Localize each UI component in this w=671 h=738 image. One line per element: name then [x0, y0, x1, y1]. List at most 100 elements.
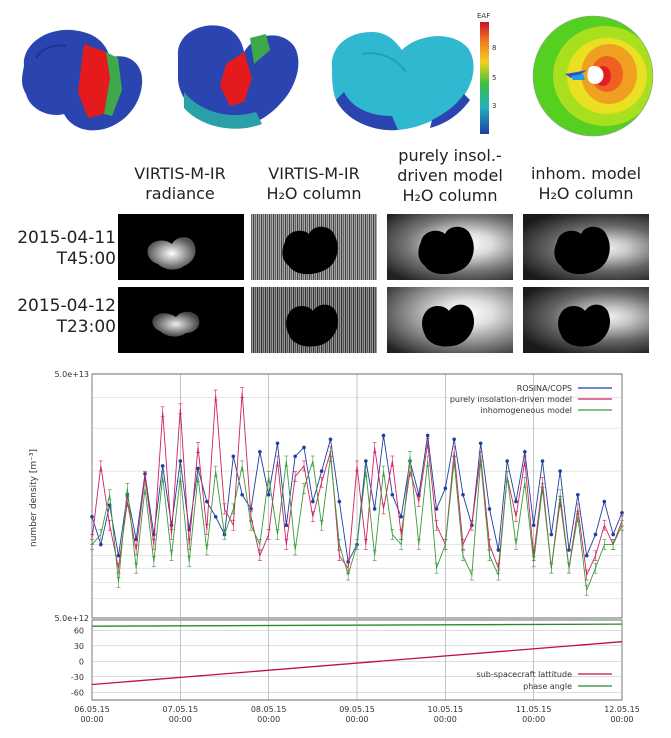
inhom-model-image-row1 [523, 214, 649, 280]
data-point [478, 441, 483, 446]
x-tick-label: 00:00 [522, 715, 545, 724]
data-point [399, 514, 403, 519]
data-point [213, 514, 218, 519]
x-tick-label: 00:00 [169, 715, 192, 724]
data-point [434, 507, 439, 511]
data-point [311, 499, 315, 504]
row-label-date-1: 2015-04-11 T45:00 [17, 228, 116, 269]
legend-label: sub-spacecraft lattitude [477, 670, 573, 679]
data-point [293, 454, 297, 459]
radiance-image-row1 [118, 214, 244, 280]
x-tick-label: 00:00 [257, 715, 280, 724]
h2o-column-image-row2 [251, 287, 377, 353]
data-point [496, 548, 501, 552]
data-point [328, 437, 333, 442]
data-point [178, 459, 183, 463]
x-tick-label: 11.05.15 [516, 705, 552, 714]
data-point [567, 548, 571, 552]
x-tick-label: 06.05.15 [74, 705, 110, 714]
data-point [205, 499, 209, 504]
data-point [505, 459, 509, 463]
y-tick-label: 5.0e+12 [54, 614, 89, 623]
data-point [531, 523, 536, 528]
data-point [337, 499, 342, 504]
data-point [540, 459, 545, 463]
data-point [602, 499, 607, 504]
data-point [620, 510, 624, 515]
column-header-radiance: VIRTIS-M-IR radiance [134, 164, 226, 203]
data-point [558, 469, 562, 473]
data-point [90, 514, 94, 519]
colorbar-tick-label: 8 [492, 44, 497, 52]
y-tick-label: 60 [74, 626, 84, 635]
column-header-inhom-model: inhom. model H₂O column [530, 164, 642, 203]
y-axis-label: number density [m⁻³] [29, 449, 39, 547]
insol-model-image-row2 [387, 287, 513, 353]
data-point [319, 469, 324, 473]
column-header-h2o-column: VIRTIS-M-IR H₂O column [266, 164, 362, 203]
x-tick-label: 00:00 [610, 715, 633, 724]
data-point [266, 492, 271, 497]
colorbar-tick-label: 5 [492, 74, 497, 82]
comet-shape-model-2 [170, 16, 306, 134]
data-point [390, 492, 395, 497]
data-point [381, 433, 386, 438]
data-point [372, 507, 377, 511]
colorbar-tick-label: 3 [492, 102, 497, 110]
data-point [514, 499, 518, 504]
data-point [160, 464, 165, 468]
circular-density-map [531, 14, 655, 138]
time-series-plot: 5.0e+125.0e+1360300-30-6006.05.1500:0007… [29, 370, 640, 724]
x-tick-label: 12.05.15 [604, 705, 640, 714]
data-point [576, 492, 580, 497]
x-tick-label: 09.05.15 [339, 705, 375, 714]
h2o-column-image-row1 [251, 214, 377, 280]
comet-shape-model-3 [326, 20, 478, 134]
legend-label: purely insolation-driven model [450, 395, 572, 404]
y-tick-label: 30 [74, 642, 84, 651]
data-point [593, 532, 598, 537]
data-point [487, 507, 492, 511]
x-tick-label: 00:00 [345, 715, 368, 724]
data-point [461, 492, 465, 497]
data-point [231, 454, 236, 459]
data-point [249, 507, 253, 511]
data-point [364, 459, 368, 463]
data-point [523, 449, 527, 454]
colorbar-label: EAF [477, 12, 491, 20]
data-point [302, 445, 306, 450]
inhom-model-image-row2 [523, 287, 649, 353]
legend-label: phase angle [523, 682, 572, 691]
data-point [116, 553, 121, 558]
radiance-image-row2 [118, 287, 244, 353]
data-point [584, 553, 589, 558]
x-tick-label: 00:00 [434, 715, 457, 724]
data-point [99, 542, 103, 547]
data-point [240, 492, 244, 497]
insol-model-image-row1 [387, 214, 513, 280]
y-tick-label: 0 [79, 657, 84, 666]
x-tick-label: 10.05.15 [428, 705, 464, 714]
x-tick-label: 07.05.15 [163, 705, 199, 714]
row-label-date-2: 2015-04-12 T23:00 [17, 296, 116, 337]
series-line [91, 641, 623, 686]
data-point [258, 449, 262, 454]
series-line [91, 623, 623, 627]
y-tick-label: 5.0e+13 [54, 370, 89, 379]
y-tick-label: -60 [71, 688, 84, 697]
comet-shape-model-1 [14, 18, 154, 140]
y-tick-label: -30 [71, 673, 84, 682]
data-point [611, 532, 615, 537]
colorbar [480, 22, 489, 134]
column-header-insol-model: purely insol.- driven model H₂O column [397, 146, 503, 205]
data-point [452, 437, 456, 442]
x-tick-label: 00:00 [80, 715, 103, 724]
data-point [196, 466, 200, 471]
legend-label: ROSINA/COPS [517, 384, 572, 393]
data-point [169, 523, 174, 528]
data-point [275, 441, 280, 446]
x-tick-label: 08.05.15 [251, 705, 287, 714]
data-point [443, 486, 448, 491]
data-point [549, 532, 554, 537]
data-point [425, 433, 430, 438]
